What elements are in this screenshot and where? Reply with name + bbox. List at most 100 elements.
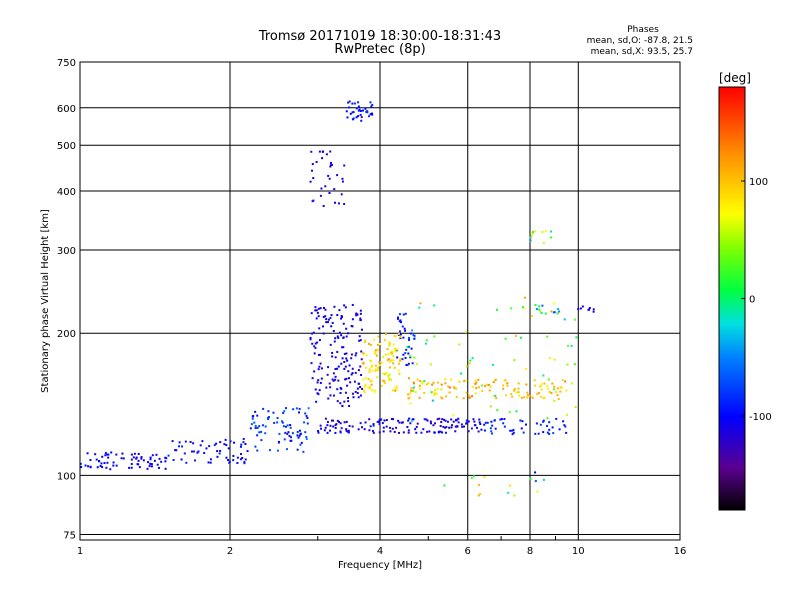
data-point	[349, 381, 352, 384]
data-point	[233, 441, 236, 444]
data-point	[347, 396, 350, 399]
data-point	[445, 426, 448, 429]
data-point	[148, 465, 151, 468]
data-point	[295, 407, 298, 410]
data-point	[351, 303, 354, 306]
data-point	[560, 386, 563, 389]
data-point	[360, 350, 363, 353]
data-point	[444, 419, 447, 422]
data-point	[318, 327, 321, 330]
data-point	[355, 312, 358, 315]
data-point	[369, 343, 372, 346]
data-point	[252, 415, 255, 418]
data-point	[392, 343, 395, 346]
data-point	[450, 426, 453, 429]
data-point	[559, 390, 562, 393]
data-point	[227, 459, 230, 462]
data-point	[322, 205, 325, 208]
data-point	[359, 385, 362, 388]
data-point	[360, 328, 363, 331]
data-point	[317, 353, 320, 356]
data-point	[376, 376, 379, 379]
data-point	[338, 331, 341, 334]
data-point	[407, 377, 410, 380]
data-point	[468, 362, 471, 365]
data-point	[329, 316, 332, 319]
data-point	[358, 108, 361, 111]
data-point	[534, 432, 537, 435]
data-point	[407, 362, 410, 365]
data-point	[414, 428, 417, 431]
data-point	[297, 436, 300, 439]
data-point	[401, 325, 404, 328]
data-point	[304, 431, 307, 434]
data-point	[490, 420, 493, 423]
data-point	[343, 352, 346, 355]
data-point	[446, 420, 449, 423]
data-point	[426, 430, 429, 433]
data-point	[370, 383, 373, 386]
data-point	[337, 379, 340, 382]
data-point	[340, 315, 343, 318]
data-point	[325, 386, 328, 389]
data-point	[318, 150, 321, 153]
data-point	[328, 177, 331, 180]
data-point	[506, 384, 509, 387]
data-point	[381, 422, 384, 425]
data-point	[377, 420, 380, 423]
data-point	[355, 116, 358, 119]
data-point	[415, 363, 418, 366]
data-point	[523, 396, 526, 399]
data-point	[337, 202, 340, 205]
data-point	[566, 344, 569, 347]
data-point	[298, 434, 301, 437]
data-point	[101, 466, 104, 469]
data-point	[454, 419, 457, 422]
data-point	[315, 309, 318, 312]
data-point	[437, 431, 440, 434]
data-point	[364, 421, 367, 424]
data-point	[477, 430, 480, 433]
data-point	[388, 341, 391, 344]
data-point	[402, 336, 405, 339]
x-axis-label: Frequency [MHz]	[338, 560, 422, 571]
y-axis: 75 100 200 300 400 500 600 750	[57, 58, 76, 541]
data-point	[388, 366, 391, 369]
data-point	[183, 452, 186, 455]
data-point	[276, 421, 279, 424]
data-point	[313, 345, 316, 348]
data-point	[239, 458, 242, 461]
data-point	[397, 419, 400, 422]
data-point	[296, 430, 299, 433]
data-point	[314, 342, 317, 345]
data-point	[526, 396, 529, 399]
data-point	[341, 357, 344, 360]
data-point	[534, 230, 537, 233]
data-point	[553, 358, 556, 361]
data-point	[433, 335, 436, 338]
data-point	[508, 411, 511, 414]
data-point	[439, 430, 442, 433]
data-point	[410, 420, 413, 423]
data-point	[408, 396, 411, 399]
data-point	[341, 180, 344, 183]
data-point	[334, 368, 337, 371]
data-point	[523, 296, 526, 299]
y-tick-label: 100	[57, 471, 76, 482]
data-point	[518, 394, 521, 397]
data-point	[369, 113, 372, 116]
data-point	[340, 387, 343, 390]
data-point	[357, 382, 360, 385]
data-point	[465, 379, 468, 382]
data-point	[398, 320, 401, 323]
data-point	[592, 308, 595, 311]
data-point	[339, 422, 342, 425]
data-point	[358, 335, 361, 338]
data-point	[409, 392, 412, 395]
data-point	[372, 423, 375, 426]
colorbar: [deg] 100 0 -100	[718, 71, 772, 511]
data-point	[324, 315, 327, 318]
data-point	[325, 321, 328, 324]
data-point	[574, 405, 577, 408]
data-point	[587, 308, 590, 311]
